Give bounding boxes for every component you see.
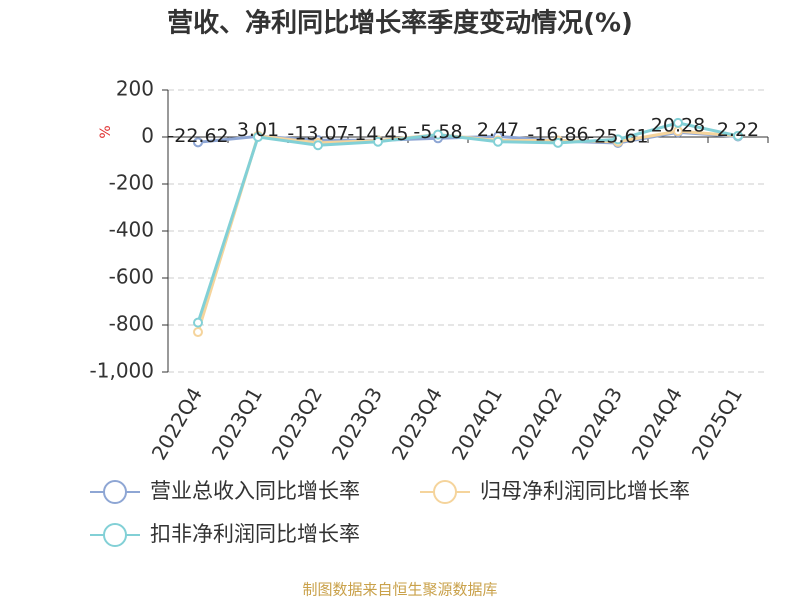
legend-marker: [433, 480, 457, 504]
data-label: 3.01: [237, 119, 279, 141]
x-tick-label: 2024Q1: [447, 383, 507, 464]
legend-marker: [103, 523, 127, 547]
point: [313, 140, 323, 151]
legend-label: 扣非净利润同比增长率: [150, 522, 360, 546]
data-label: 2.47: [477, 119, 519, 141]
y-tick-label: -200: [109, 171, 154, 195]
data-label: 2.22: [717, 119, 759, 141]
data-label: -5.58: [413, 121, 462, 143]
x-tick-label: 2024Q2: [507, 383, 567, 464]
series-line: [196, 129, 739, 333]
data-label: 20.28: [651, 115, 705, 137]
x-tick-label: 2023Q4: [387, 383, 447, 464]
point: [193, 137, 203, 148]
y-axis-label: %: [98, 125, 114, 138]
x-tick-label: 2023Q1: [207, 383, 267, 464]
data-label: -14.45: [347, 123, 408, 145]
data-label: -22.62: [167, 125, 228, 147]
y-tick-label: -600: [109, 265, 154, 289]
data-label: -25.61: [587, 126, 648, 148]
point: [253, 132, 263, 142]
source-note: 制图数据来自恒生聚源数据库: [302, 581, 497, 599]
point: [613, 134, 623, 145]
x-tick-label: 2023Q2: [267, 383, 327, 464]
y-tick-label: -800: [109, 312, 154, 336]
x-tick-label: 2024Q4: [627, 383, 687, 464]
y-tick-label: 200: [116, 77, 154, 101]
x-tick-label: 2022Q4: [147, 383, 207, 464]
x-tick-label: 2025Q1: [687, 383, 747, 464]
x-tick-label: 2024Q3: [567, 383, 627, 464]
legend-marker: [103, 480, 127, 504]
legend-label: 营业总收入同比增长率: [150, 479, 360, 503]
data-label: -16.86: [527, 123, 588, 145]
point: [733, 130, 743, 141]
y-tick-label: -1,000: [90, 359, 154, 383]
point: [493, 136, 503, 147]
point: [193, 327, 203, 338]
legend-label: 归母净利润同比增长率: [480, 479, 690, 503]
point: [673, 117, 683, 128]
y-tick-label: -400: [109, 218, 154, 242]
x-tick-label: 2023Q3: [327, 383, 387, 464]
y-tick-label: 0: [141, 124, 154, 148]
chart-title: 营收、净利同比增长率季度变动情况(%): [167, 8, 633, 39]
series-line: [196, 121, 739, 324]
point: [373, 136, 383, 147]
point: [193, 317, 203, 328]
data-label: -13.07: [287, 123, 348, 145]
point: [553, 137, 563, 148]
point: [433, 129, 443, 140]
